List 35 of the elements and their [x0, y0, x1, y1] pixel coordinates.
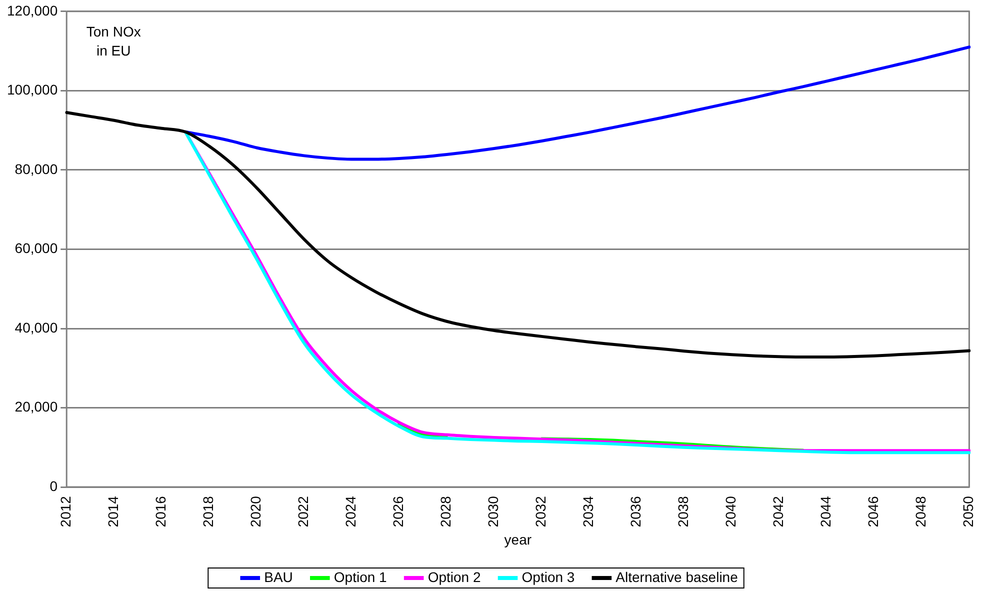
x-tick-label: 2042 [770, 496, 786, 528]
x-tick-label: 2046 [865, 496, 882, 528]
x-tick-label: 2032 [532, 496, 549, 528]
x-tick-label: 2012 [57, 496, 74, 528]
x-axis-title: year [504, 531, 532, 548]
legend-label: BAU [264, 568, 293, 585]
y-tick-label: 40,000 [14, 319, 58, 336]
x-tick-label: 2022 [294, 496, 311, 528]
annotation: Ton NOx in EU [86, 23, 141, 58]
x-tick-label: 2016 [152, 496, 168, 528]
legend-label: Option 1 [334, 568, 388, 585]
legend-label: Option 2 [428, 568, 481, 585]
y-tick-label: 100,000 [6, 82, 58, 98]
x-tick-label: 2034 [580, 496, 596, 528]
y-tick-label: 80,000 [14, 160, 58, 177]
legend-label: Alternative baseline [616, 568, 738, 585]
x-tick-label: 2014 [104, 496, 121, 528]
x-tick-label: 2044 [818, 496, 834, 528]
x-tick-label: 2028 [438, 496, 454, 528]
x-tick-label: 2018 [200, 496, 216, 528]
x-tick-label: 2020 [247, 496, 264, 528]
legend-label: Option 3 [522, 568, 575, 585]
y-tick-label: 0 [50, 478, 58, 494]
x-tick-label: 2026 [390, 496, 406, 528]
y-tick-label: 60,000 [14, 240, 58, 256]
x-tick-label: 2040 [722, 496, 739, 528]
x-tick-label: 2030 [485, 496, 502, 528]
x-tick-label: 2048 [912, 496, 929, 528]
line-series [184, 46, 971, 161]
x-tick-label: 2050 [960, 496, 976, 528]
y-tick-label: 120,000 [6, 2, 58, 18]
x-tick-label: 2036 [628, 496, 644, 528]
x-tick-label: 2038 [675, 496, 692, 528]
y-tick-label: 20,000 [14, 398, 58, 415]
x-tick-label: 2024 [342, 496, 358, 528]
